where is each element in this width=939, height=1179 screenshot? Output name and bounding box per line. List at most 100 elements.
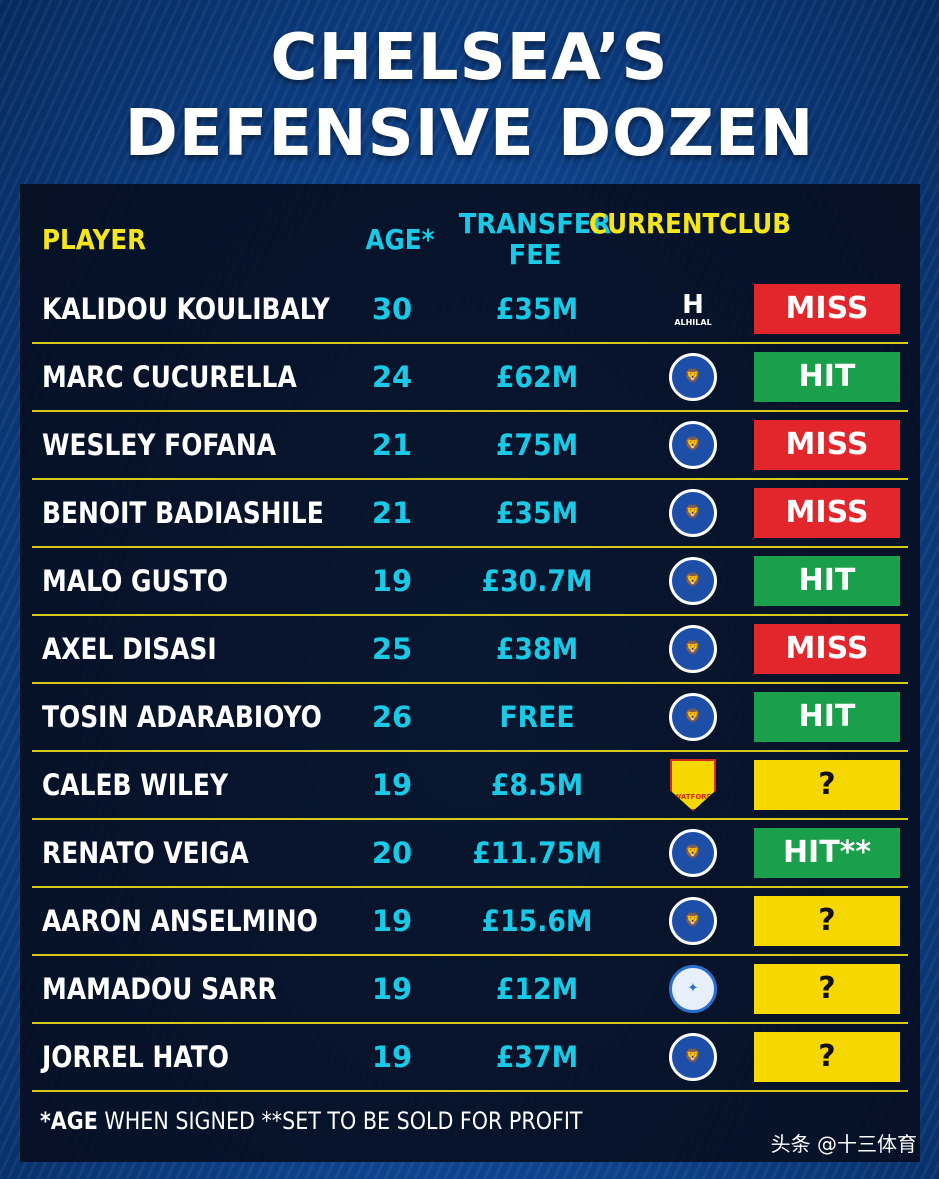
table-row: RENATO VEIGA 20 £11.75M 🦁 HIT**	[32, 820, 908, 888]
player-age: 20	[371, 836, 413, 870]
player-age: 19	[371, 768, 413, 802]
chelsea-crest-icon: 🦁	[669, 489, 717, 537]
transfer-fee: £11.75M	[472, 836, 602, 870]
title-line-1: CHELSEA’S	[270, 21, 669, 95]
header-club-line-1: CURRENT	[588, 207, 720, 240]
current-club: 🦁	[660, 616, 726, 682]
al-hilal-crest-icon: H ALHILAL	[674, 289, 712, 327]
header-age: AGE*	[365, 223, 435, 256]
table-row: MALO GUSTO 19 £30.7M 🦁 HIT	[32, 548, 908, 616]
current-club: 🦁	[660, 344, 726, 410]
player-age: 19	[371, 1040, 413, 1074]
table-row: JORREL HATO 19 £37M 🦁?	[32, 1024, 908, 1092]
table-row: CALEB WILEY 19 £8.5M WATFORD?	[32, 752, 908, 820]
player-age: 25	[371, 632, 413, 666]
player-name: CALEB WILEY	[42, 768, 229, 802]
player-age: 26	[371, 700, 413, 734]
player-name: TOSIN ADARABIOYO	[42, 700, 322, 734]
chelsea-crest-icon: 🦁	[669, 693, 717, 741]
verdict-badge: ?	[754, 964, 900, 1014]
current-club: 🦁	[660, 412, 726, 478]
table-row: MAMADOU SARR 19 £12M ✦?	[32, 956, 908, 1024]
transfer-fee: £12M	[495, 972, 579, 1006]
chelsea-crest-icon: 🦁	[669, 353, 717, 401]
verdict-badge: MISS	[754, 624, 900, 674]
transfer-fee: £8.5M	[490, 768, 584, 802]
player-name: WESLEY FOFANA	[42, 428, 277, 462]
verdict-badge: MISS	[754, 284, 900, 334]
current-club: 🦁	[660, 480, 726, 546]
verdict-badge: ?	[754, 760, 900, 810]
chelsea-crest-icon: 🦁	[669, 625, 717, 673]
player-name: MALO GUSTO	[42, 564, 228, 598]
table-row: WESLEY FOFANA 21 £75M 🦁 MISS	[32, 412, 908, 480]
current-club: WATFORD	[660, 752, 726, 818]
table-row: TOSIN ADARABIOYO 26 FREE 🦁 HIT	[32, 684, 908, 752]
footnote-age-mark: *AGE	[40, 1107, 98, 1135]
club-label: ALHILAL	[674, 317, 712, 327]
verdict-badge: HIT	[754, 352, 900, 402]
header-club-line-2: CLUB	[719, 207, 792, 240]
player-name: MARC CUCURELLA	[42, 360, 297, 394]
title-line-2: DEFENSIVE DOZEN	[124, 97, 815, 171]
current-club: 🦁	[660, 684, 726, 750]
player-name: KALIDOU KOULIBALY	[42, 292, 330, 326]
chelsea-crest-icon: 🦁	[669, 829, 717, 877]
player-age: 24	[371, 360, 413, 394]
player-name: JORREL HATO	[42, 1040, 229, 1074]
verdict-badge: MISS	[754, 488, 900, 538]
player-name: MAMADOU SARR	[42, 972, 277, 1006]
watford-crest-icon: WATFORD	[670, 759, 716, 811]
transfer-fee: FREE	[499, 700, 575, 734]
table-row: KALIDOU KOULIBALY 30 £35M H ALHILAL MISS	[32, 276, 908, 344]
player-age: 30	[371, 292, 413, 326]
table-row: AARON ANSELMINO 19 £15.6M 🦁?	[32, 888, 908, 956]
verdict-badge: ?	[754, 896, 900, 946]
verdict-badge: MISS	[754, 420, 900, 470]
player-age: 19	[371, 904, 413, 938]
verdict-badge: HIT	[754, 692, 900, 742]
current-club: 🦁	[660, 1024, 726, 1090]
table-panel: PLAYER AGE* TRANSFER FEE CURRENT CLUB KA…	[20, 184, 920, 1162]
footnote: *AGE WHEN SIGNED **SET TO BE SOLD FOR PR…	[40, 1106, 583, 1136]
player-age: 19	[371, 564, 413, 598]
header-fee-line-1: TRANSFER	[458, 207, 612, 240]
table-row: MARC CUCURELLA 24 £62M 🦁 HIT	[32, 344, 908, 412]
verdict-badge: ?	[754, 1032, 900, 1082]
strasbourg-crest-icon: ✦	[669, 965, 717, 1013]
transfer-fee: £30.7M	[481, 564, 593, 598]
verdict-badge: HIT**	[754, 828, 900, 878]
table-row: BENOIT BADIASHILE 21 £35M 🦁 MISS	[32, 480, 908, 548]
transfer-fee: £35M	[495, 292, 579, 326]
chelsea-crest-icon: 🦁	[669, 897, 717, 945]
current-club: 🦁	[660, 888, 726, 954]
player-name: RENATO VEIGA	[42, 836, 249, 870]
transfer-fee: £35M	[495, 496, 579, 530]
player-name: AARON ANSELMINO	[42, 904, 318, 938]
player-name: BENOIT BADIASHILE	[42, 496, 324, 530]
chelsea-crest-icon: 🦁	[669, 421, 717, 469]
header-fee-line-2: FEE	[508, 238, 562, 271]
chelsea-crest-icon: 🦁	[669, 1033, 717, 1081]
table-row: AXEL DISASI 25 £38M 🦁 MISS	[32, 616, 908, 684]
header-transfer-fee: TRANSFER FEE	[448, 208, 623, 270]
transfer-fee: £62M	[495, 360, 579, 394]
current-club: 🦁	[660, 820, 726, 886]
current-club: H ALHILAL	[660, 276, 726, 342]
player-age: 19	[371, 972, 413, 1006]
header-player: PLAYER	[42, 223, 147, 256]
current-club: ✦	[660, 956, 726, 1022]
chelsea-crest-icon: 🦁	[669, 557, 717, 605]
transfer-fee: £38M	[495, 632, 579, 666]
footnote-age-rest: WHEN SIGNED	[97, 1107, 262, 1135]
current-club: 🦁	[660, 548, 726, 614]
transfer-fee: £37M	[495, 1040, 579, 1074]
club-label: WATFORD	[673, 793, 713, 801]
transfer-fee: £15.6M	[481, 904, 593, 938]
header-current-club: CURRENT CLUB	[589, 208, 791, 239]
player-age: 21	[371, 496, 413, 530]
watermark: 头条 @十三体育	[770, 1132, 917, 1156]
verdict-badge: HIT	[754, 556, 900, 606]
player-name: AXEL DISASI	[42, 632, 217, 666]
footnote-sold-note: **SET TO BE SOLD FOR PROFIT	[261, 1107, 583, 1135]
